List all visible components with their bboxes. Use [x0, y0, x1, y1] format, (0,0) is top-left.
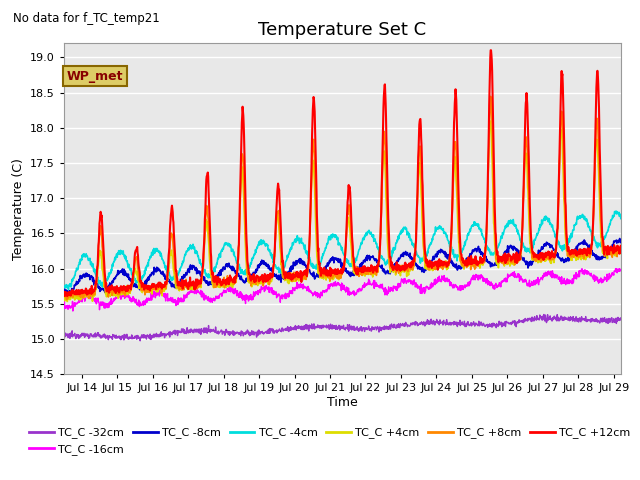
- Legend: TC_C -32cm, TC_C -16cm, TC_C -8cm, TC_C -4cm, TC_C +4cm, TC_C +8cm, TC_C +12cm: TC_C -32cm, TC_C -16cm, TC_C -8cm, TC_C …: [25, 423, 635, 459]
- Title: Temperature Set C: Temperature Set C: [259, 21, 426, 39]
- Text: WP_met: WP_met: [67, 70, 124, 83]
- Y-axis label: Temperature (C): Temperature (C): [12, 158, 25, 260]
- X-axis label: Time: Time: [327, 396, 358, 409]
- Text: No data for f_TC_temp21: No data for f_TC_temp21: [13, 12, 159, 24]
